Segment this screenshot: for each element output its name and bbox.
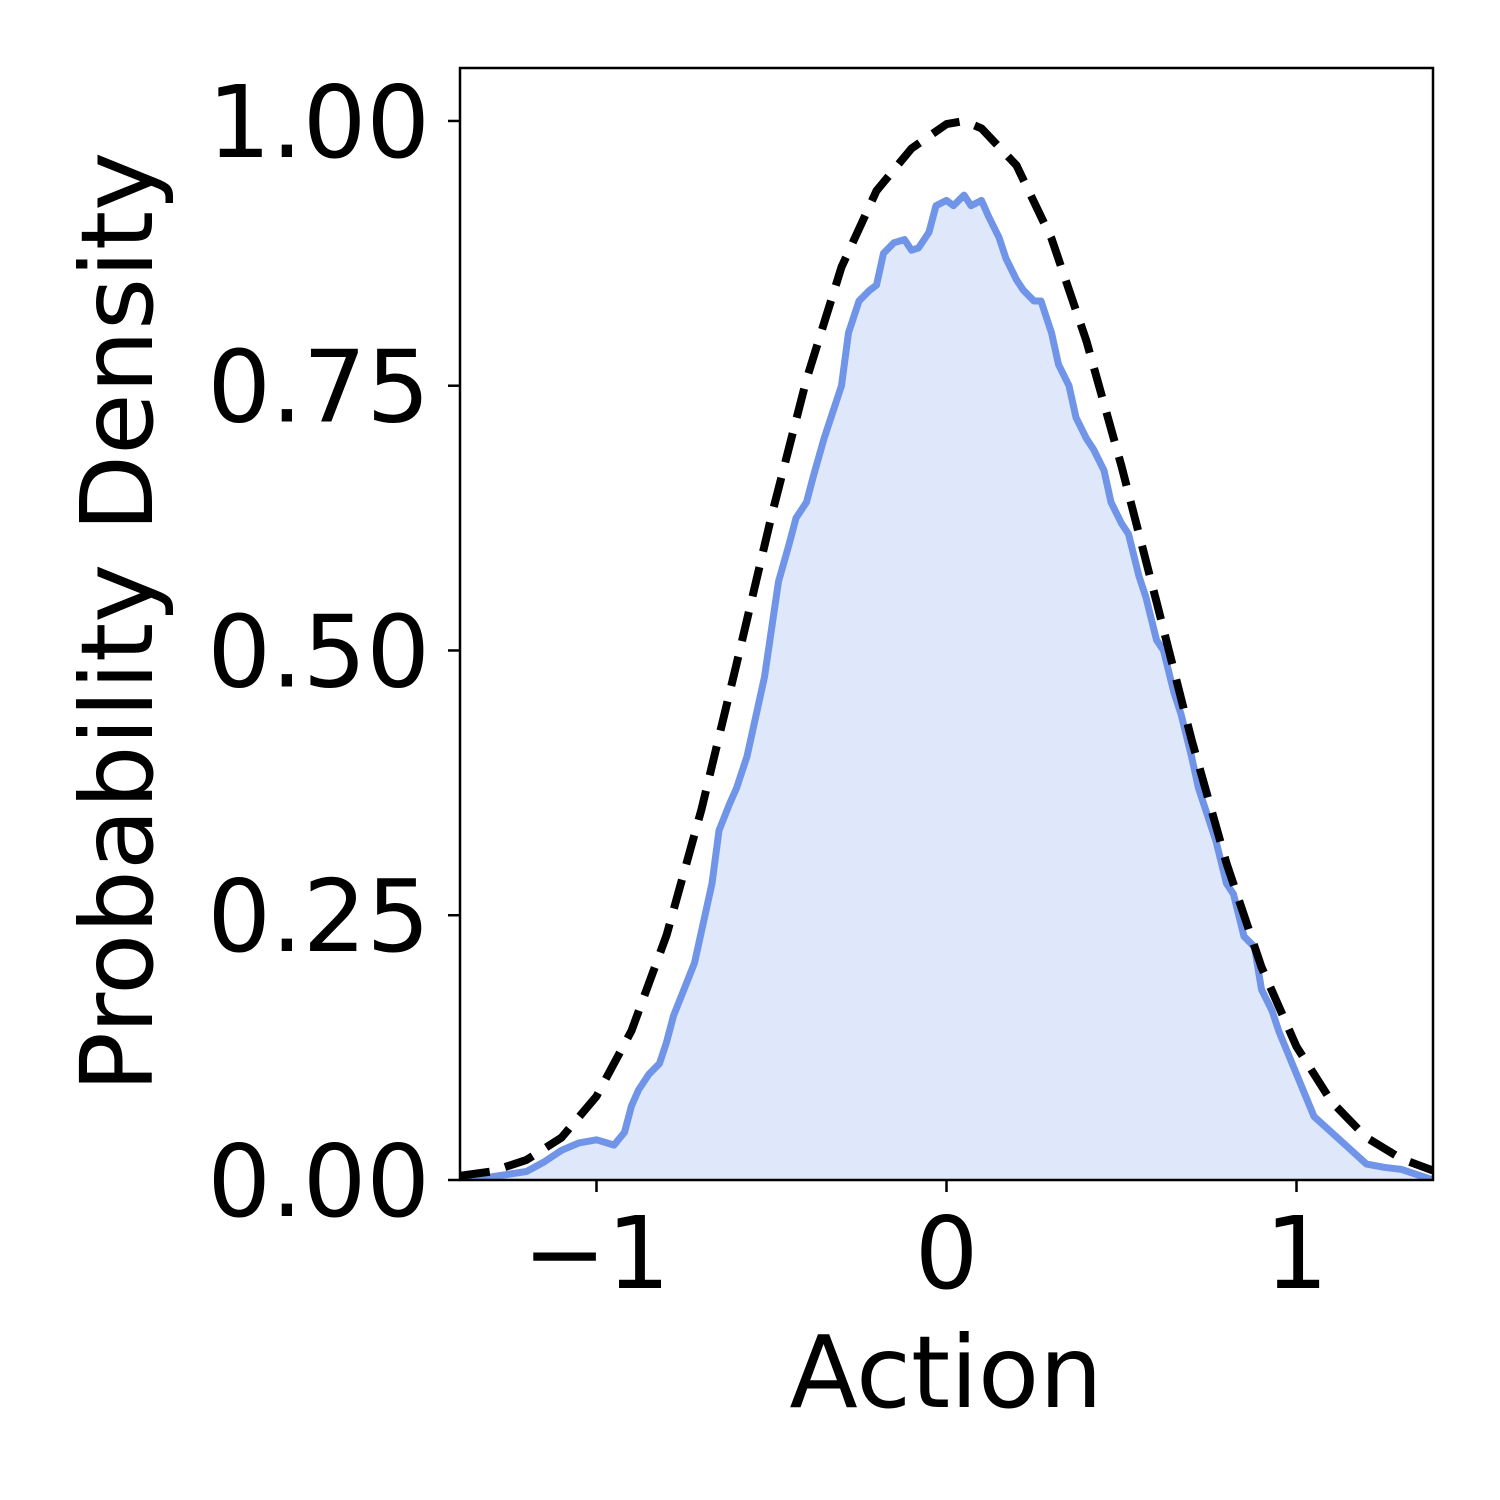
- y-tick-label: 0.25: [207, 858, 430, 975]
- y-tick-label: 1.00: [207, 64, 430, 181]
- x-tick-label: 0: [915, 1195, 979, 1312]
- axes: −1 0 1 0.00 0.25 0.50 0.75 1.00: [207, 64, 1435, 1312]
- empirical-density-line: [460, 191, 1433, 1180]
- y-tick-label: 0.00: [207, 1123, 430, 1240]
- x-axis-label: Action: [789, 1314, 1102, 1431]
- reference-density-dashed-line: [460, 117, 1433, 1180]
- x-tick-label: −1: [523, 1195, 670, 1312]
- y-tick-label: 0.75: [207, 329, 430, 446]
- y-axis-label: Probability Density: [59, 152, 176, 1093]
- plot-area: [460, 117, 1433, 1180]
- y-tick-label: 0.50: [207, 593, 430, 710]
- x-tick-label: 1: [1265, 1195, 1329, 1312]
